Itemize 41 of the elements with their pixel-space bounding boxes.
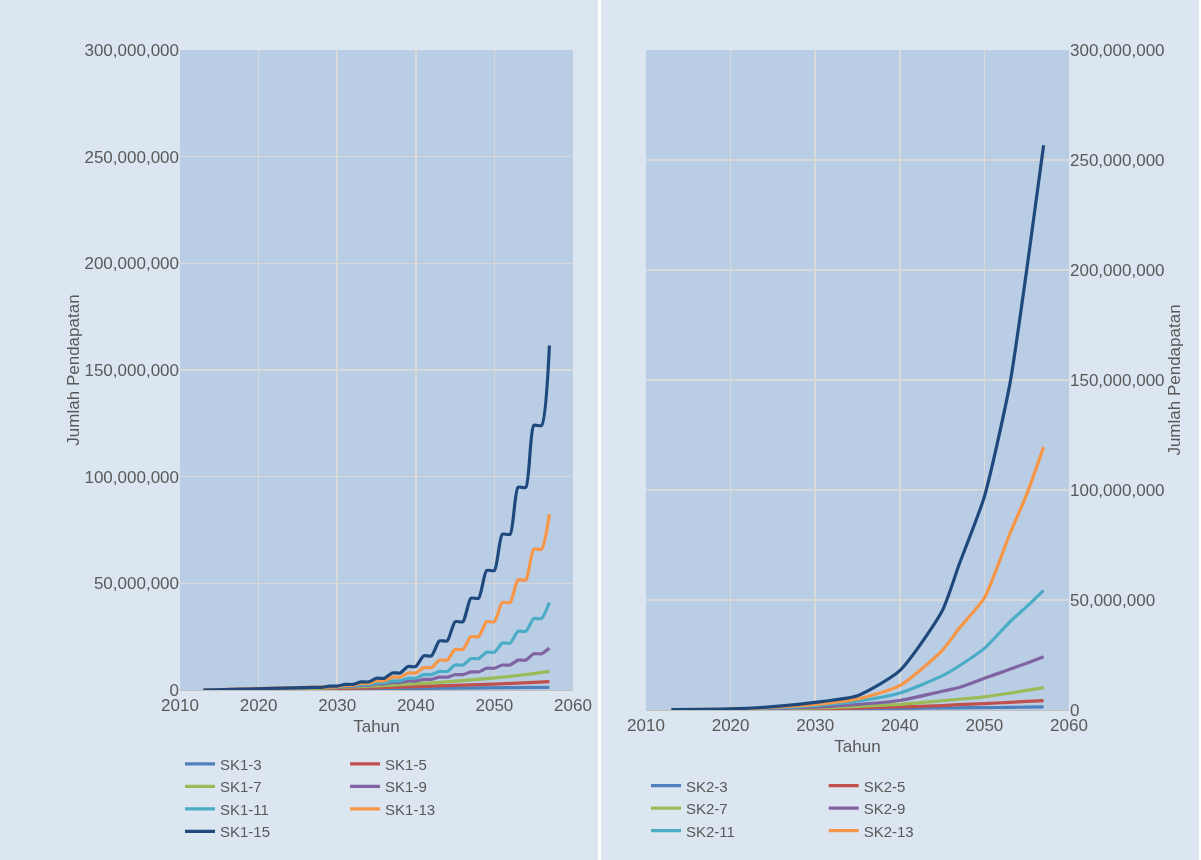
x-tick-label: 2040 bbox=[880, 716, 919, 736]
line-series bbox=[201, 343, 552, 690]
y-tick-label: 300,000,000 bbox=[84, 40, 179, 60]
y-tick-label: 50,000,000 bbox=[93, 574, 179, 594]
line-series bbox=[669, 143, 1046, 710]
x-tick-label: 2020 bbox=[711, 716, 750, 736]
y2-tick-label: 250,000,000 bbox=[1070, 150, 1165, 170]
y-tick-label: 100,000,000 bbox=[84, 467, 179, 487]
y2-tick-label: 100,000,000 bbox=[1070, 480, 1165, 500]
x-tick-label: 2050 bbox=[475, 696, 514, 716]
y2-tick-label: 200,000,000 bbox=[1070, 260, 1165, 280]
y2-tick-label: 150,000,000 bbox=[1070, 370, 1165, 390]
y2-axis-title: Jumlah Pendapatan bbox=[1164, 304, 1184, 456]
x-tick-label: 2030 bbox=[318, 696, 357, 716]
y-tick-label: 200,000,000 bbox=[84, 254, 179, 274]
x-tick-label: 2030 bbox=[796, 716, 835, 736]
legend-label: SK2-9 bbox=[863, 800, 906, 817]
y-axis-title: Jumlah Pendapatan bbox=[64, 294, 83, 446]
legend-label: SK1-11 bbox=[220, 800, 269, 818]
x-tick-label: 2010 bbox=[627, 716, 665, 736]
legend-label: SK1-7 bbox=[220, 778, 262, 796]
x-tick-label: 2020 bbox=[239, 696, 278, 716]
legend-label: SK2-5 bbox=[863, 777, 906, 795]
x-axis-title: Tahun bbox=[834, 736, 881, 756]
x-axis-title: Tahun bbox=[353, 716, 400, 736]
x-tick-label: 2050 bbox=[965, 716, 1004, 736]
legend-label: SK1-3 bbox=[220, 755, 262, 773]
legend-label: SK2-3 bbox=[686, 777, 728, 795]
x-tick-label: 2040 bbox=[396, 696, 435, 716]
legend-label: SK1-13 bbox=[385, 800, 436, 818]
legend-label: SK1-5 bbox=[385, 755, 427, 773]
y2-tick-label: 300,000,000 bbox=[1070, 40, 1165, 60]
y-tick-label: 150,000,000 bbox=[84, 360, 179, 380]
legend-label: SK2-11 bbox=[686, 822, 735, 840]
legend-label: SK2-13 bbox=[863, 822, 914, 840]
x-tick-label: 2060 bbox=[554, 696, 592, 716]
legend-label: SK2-7 bbox=[686, 800, 728, 817]
legend-label: SK1-9 bbox=[385, 778, 427, 796]
legend-label: SK1-15 bbox=[220, 823, 271, 841]
y2-tick-label: 50,000,000 bbox=[1070, 590, 1156, 610]
y-tick-label: 250,000,000 bbox=[84, 147, 179, 167]
